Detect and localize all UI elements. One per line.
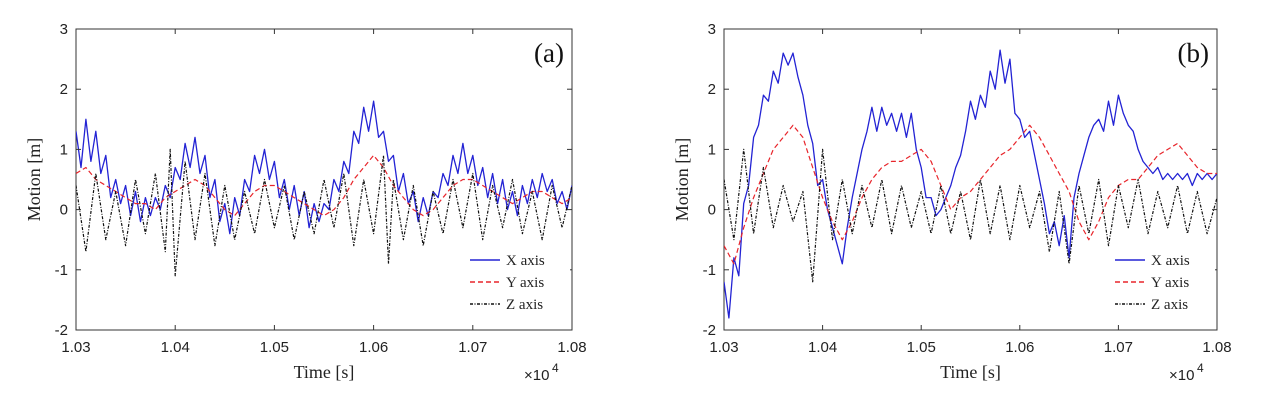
y-tick-label: 3 xyxy=(60,21,68,38)
legend-label: X axis xyxy=(506,253,545,269)
x-axis-multiplier-exponent: 4 xyxy=(552,361,559,375)
y-tick-label: -1 xyxy=(55,262,68,279)
y-tick-label: 1 xyxy=(708,141,716,158)
legend: X axis Y axis Z axis xyxy=(466,244,570,320)
x-tick-label: 1.06 xyxy=(1005,339,1034,356)
legend-label: Z axis xyxy=(506,297,543,313)
legend-label: Y axis xyxy=(506,275,544,291)
x-tick-label: 1.07 xyxy=(458,339,487,356)
x-axis-multiplier: ×10 xyxy=(1169,367,1194,384)
x-tick-label: 1.05 xyxy=(907,339,936,356)
legend-label: Z axis xyxy=(1151,297,1188,313)
chart-panel-a: 1.03 1.04 1.05 1.06 1.07 1.08 -2 -1 0 1 2 3 Time [s]… xyxy=(24,21,587,384)
x-tick-label: 1.06 xyxy=(359,339,388,356)
y-tick-label: -2 xyxy=(55,322,68,339)
x-axis-multiplier: ×10 xyxy=(524,367,549,384)
legend-label: X axis xyxy=(1151,253,1190,269)
y-tick-label: 1 xyxy=(60,141,68,158)
panel-label: (b) xyxy=(1178,38,1209,68)
legend-box xyxy=(466,244,570,320)
y-tick-label: -2 xyxy=(703,322,716,339)
x-tick-label: 1.08 xyxy=(1202,339,1231,356)
x-tick-label: 1.04 xyxy=(161,339,190,356)
series-line-x-axis xyxy=(724,49,1217,319)
y-tick-label: 0 xyxy=(60,202,68,219)
y-axis-label: Motion [m] xyxy=(672,138,692,222)
legend: X axis Y axis Z axis xyxy=(1111,244,1215,320)
x-tick-label: 1.03 xyxy=(61,339,90,356)
x-axis-label: Time [s] xyxy=(940,362,1001,382)
y-axis-label: Motion [m] xyxy=(24,138,44,222)
x-tick-label: 1.03 xyxy=(709,339,738,356)
series-line-y-axis xyxy=(76,154,572,217)
y-tick-label: 3 xyxy=(708,21,716,38)
legend-box xyxy=(1111,244,1215,320)
series-group xyxy=(76,100,572,277)
y-tick-label: 2 xyxy=(60,81,68,98)
y-tick-label: -1 xyxy=(703,262,716,279)
legend-label: Y axis xyxy=(1151,275,1189,291)
series-group xyxy=(724,49,1217,319)
chart-panel-b: 1.03 1.04 1.05 1.06 1.07 1.08 -2 -1 0 1 2 3 Time [s]… xyxy=(672,21,1232,384)
y-tick-label: 2 xyxy=(708,81,716,98)
x-tick-label: 1.08 xyxy=(557,339,586,356)
y-tick-label: 0 xyxy=(708,202,716,219)
x-tick-label: 1.04 xyxy=(808,339,837,356)
panel-label: (a) xyxy=(534,38,564,68)
x-tick-label: 1.05 xyxy=(260,339,289,356)
x-tick-label: 1.07 xyxy=(1104,339,1133,356)
x-axis-label: Time [s] xyxy=(294,362,355,382)
x-axis-multiplier-exponent: 4 xyxy=(1197,361,1204,375)
series-line-y-axis xyxy=(724,124,1217,265)
